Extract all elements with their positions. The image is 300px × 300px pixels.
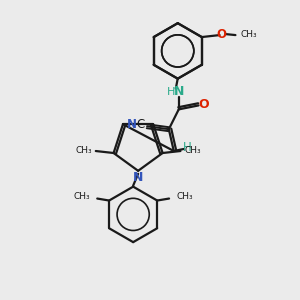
Text: N: N bbox=[173, 85, 184, 98]
Text: N: N bbox=[127, 118, 137, 131]
Text: CH₃: CH₃ bbox=[184, 146, 201, 154]
Text: C: C bbox=[136, 118, 144, 131]
Text: N: N bbox=[133, 171, 143, 184]
Text: CH₃: CH₃ bbox=[176, 192, 193, 201]
Text: CH₃: CH₃ bbox=[240, 30, 257, 39]
Text: CH₃: CH₃ bbox=[75, 146, 92, 154]
Text: CH₃: CH₃ bbox=[74, 192, 90, 201]
Text: H: H bbox=[183, 140, 192, 154]
Text: H: H bbox=[167, 86, 175, 97]
Text: O: O bbox=[198, 98, 209, 111]
Text: O: O bbox=[217, 28, 226, 40]
